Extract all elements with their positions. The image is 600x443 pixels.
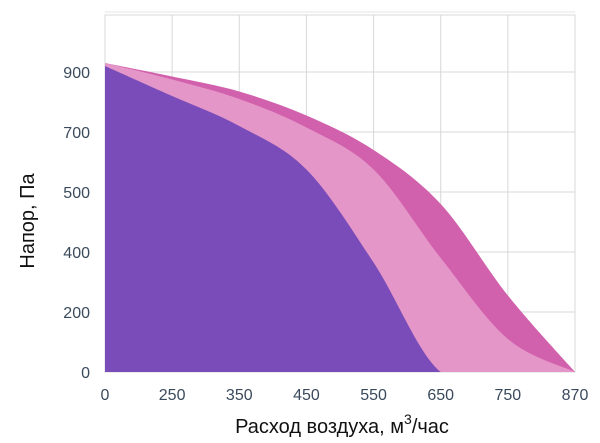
- y-tick-label: 500: [63, 185, 90, 202]
- x-tick-label: 350: [226, 387, 253, 404]
- y-axis-ticks: 0 200 400 500 700 900: [63, 65, 90, 382]
- x-tick-label: 550: [360, 387, 387, 404]
- x-tick-label: 870: [562, 387, 589, 404]
- y-tick-label: 0: [81, 365, 90, 382]
- x-tick-label: 450: [293, 387, 320, 404]
- x-tick-label: 250: [159, 387, 186, 404]
- y-axis-title: Напор, Па: [17, 173, 39, 269]
- y-tick-label: 700: [63, 125, 90, 142]
- x-axis-ticks: 0 250 350 450 550 650 750 870: [101, 387, 589, 404]
- series-areas: [105, 63, 575, 372]
- y-tick-label: 200: [63, 305, 90, 322]
- x-tick-label: 650: [427, 387, 454, 404]
- y-tick-label: 400: [63, 245, 90, 262]
- x-axis-title: Расход воздуха, м3/час: [235, 411, 449, 438]
- x-tick-label: 0: [101, 387, 110, 404]
- y-tick-label: 900: [63, 65, 90, 82]
- x-tick-label: 750: [495, 387, 522, 404]
- series-area-3: [105, 66, 575, 372]
